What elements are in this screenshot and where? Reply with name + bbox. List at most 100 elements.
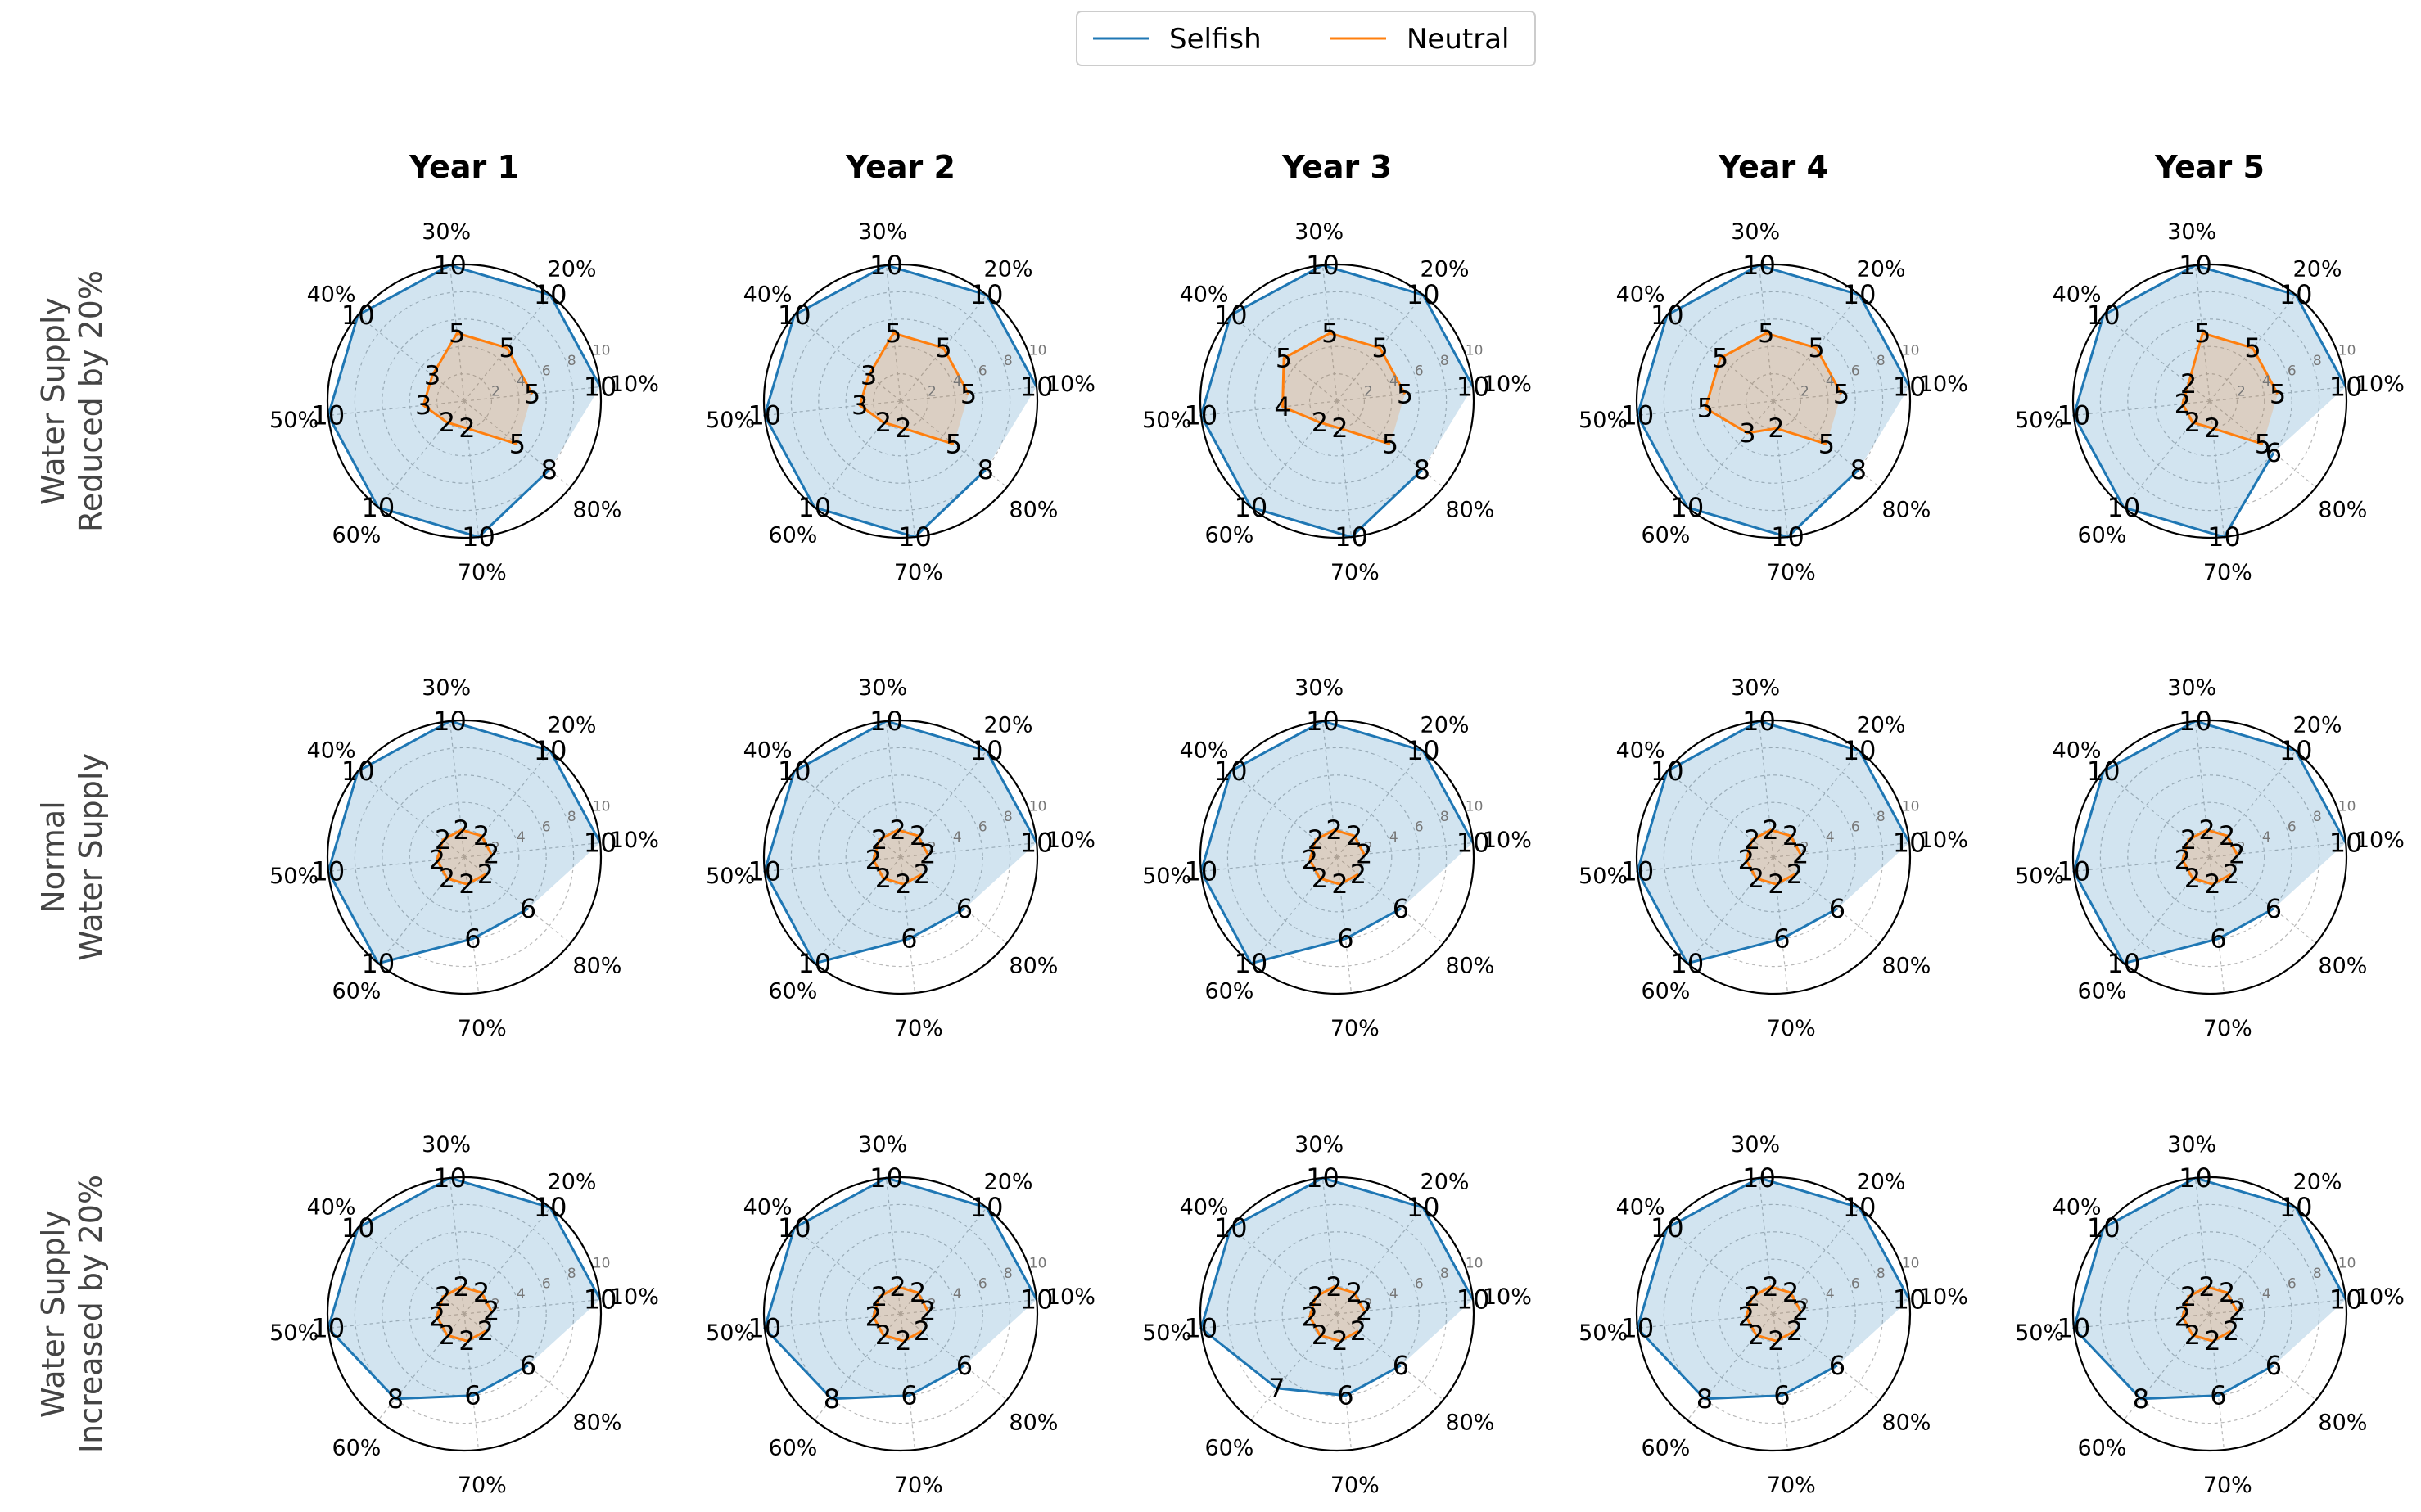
grid-ring xyxy=(1281,1258,1393,1370)
radar-frame xyxy=(762,1176,1039,1452)
category-label: 10% xyxy=(1046,372,1095,397)
radial-tick-label: 4 xyxy=(1826,829,1835,846)
data-label: 10 xyxy=(1457,372,1490,403)
grid-spoke xyxy=(449,720,465,858)
grid-spoke xyxy=(900,1313,1008,1401)
data-label: 2 xyxy=(895,1325,911,1356)
grid-spoke xyxy=(1200,1313,1338,1329)
grid-spoke xyxy=(357,1227,465,1315)
grid-ring xyxy=(1663,291,1884,512)
data-label: 2 xyxy=(2180,1281,2197,1312)
radial-tick-label: 6 xyxy=(1415,363,1424,379)
category-label: 40% xyxy=(743,1194,793,1220)
radial-tick-label: 2 xyxy=(1800,839,1809,855)
data-label: 10 xyxy=(1020,1284,1054,1316)
selfish-series-line xyxy=(2072,264,2347,539)
data-label: 2 xyxy=(889,1271,906,1302)
grid-ring xyxy=(1281,801,1393,913)
data-label: 2 xyxy=(914,859,930,890)
data-label: 2 xyxy=(458,413,475,444)
data-label: 2 xyxy=(2219,820,2235,851)
selfish-series-line xyxy=(327,720,602,965)
grid-spoke xyxy=(1666,1227,1774,1315)
grid-ring xyxy=(1691,318,1856,484)
radial-tick-label: 4 xyxy=(517,829,526,846)
data-label: 2 xyxy=(2198,815,2215,846)
data-label: 10 xyxy=(1457,828,1490,859)
data-label: 8 xyxy=(1850,454,1867,485)
data-label: 2 xyxy=(429,844,445,875)
data-label: 5 xyxy=(1321,318,1338,349)
data-label: 2 xyxy=(895,869,911,900)
data-label: 10 xyxy=(748,855,782,887)
neutral-series-line xyxy=(1704,332,1843,445)
grid-spoke xyxy=(1336,842,1474,858)
data-label: 6 xyxy=(956,893,973,924)
radar-panel-r3-c2: 24681010%20%30%40%50%60%70%80%1010101010… xyxy=(706,1132,1095,1498)
radar-panel-r2-c2: 24681010%20%30%40%50%60%70%80%1010101010… xyxy=(706,675,1095,1041)
data-label: 6 xyxy=(1829,1350,1845,1381)
data-label: 2 xyxy=(453,1271,469,1302)
grid-spoke xyxy=(1336,1298,1474,1315)
radar-frame xyxy=(1635,263,1912,539)
data-label: 6 xyxy=(520,893,536,924)
grid-spoke xyxy=(1687,1313,1774,1421)
radar-frame xyxy=(1199,263,1475,539)
data-label: 2 xyxy=(1786,1316,1803,1347)
data-label: 2 xyxy=(1748,1320,1764,1351)
grid-ring xyxy=(2154,801,2265,913)
radial-tick-label: 6 xyxy=(1415,819,1424,835)
data-label: 10 xyxy=(1407,1192,1440,1223)
neutral-series-line xyxy=(436,828,493,886)
radial-tick-label: 8 xyxy=(1440,809,1449,825)
category-label: 50% xyxy=(706,864,755,889)
category-label: 20% xyxy=(548,257,597,282)
category-label: 30% xyxy=(422,1132,471,1158)
radial-tick-label: 4 xyxy=(2262,373,2271,390)
data-label: 10 xyxy=(2179,1162,2212,1194)
data-label: 7 xyxy=(1268,1373,1285,1404)
data-label: 10 xyxy=(869,250,903,281)
selfish-series-area xyxy=(327,720,601,964)
selfish-series-line xyxy=(1636,264,1911,539)
grid-spoke xyxy=(2103,314,2211,402)
data-label: 2 xyxy=(2175,388,2191,419)
radial-tick-label: 10 xyxy=(1029,1255,1047,1271)
data-label: 3 xyxy=(1739,417,1755,449)
data-label: 2 xyxy=(1748,863,1764,894)
data-label: 2 xyxy=(1768,1325,1784,1356)
grid-spoke xyxy=(1773,842,1910,858)
data-label: 2 xyxy=(1350,859,1366,890)
radial-tick-label: 4 xyxy=(517,1286,526,1302)
grid-spoke xyxy=(463,842,601,858)
legend-label-neutral: Neutral xyxy=(1407,23,1510,56)
category-label: 30% xyxy=(858,1132,907,1158)
data-label: 3 xyxy=(851,390,868,421)
radial-tick-label: 8 xyxy=(1877,353,1886,369)
data-label: 6 xyxy=(2265,893,2282,924)
data-label: 10 xyxy=(1893,828,1926,859)
data-label: 2 xyxy=(1326,1271,1342,1302)
grid-spoke xyxy=(463,1298,601,1315)
grid-ring xyxy=(1254,774,1420,940)
data-label: 10 xyxy=(1407,735,1440,766)
radar-panel-r3-c3: 24681010%20%30%40%50%60%70%80%1010101010… xyxy=(1142,1132,1532,1498)
data-label: 10 xyxy=(341,1212,375,1243)
grid-spoke xyxy=(2209,400,2225,538)
data-label: 2 xyxy=(1792,839,1809,870)
data-label: 2 xyxy=(2229,839,2245,870)
category-label: 40% xyxy=(1180,1194,1229,1220)
data-label: 10 xyxy=(2087,300,2121,331)
data-label: 6 xyxy=(901,1380,917,1411)
data-label: 5 xyxy=(1833,378,1850,409)
data-label: 6 xyxy=(1393,893,1409,924)
grid-ring xyxy=(1718,801,1829,913)
category-label: 60% xyxy=(332,1435,381,1460)
grid-ring xyxy=(1254,318,1420,484)
data-label: 2 xyxy=(914,1316,930,1347)
grid-spoke xyxy=(900,856,916,994)
data-label: 2 xyxy=(919,1296,936,1327)
neutral-series-line xyxy=(1308,828,1366,886)
data-label: 6 xyxy=(1773,923,1790,955)
data-label: 2 xyxy=(453,815,469,846)
